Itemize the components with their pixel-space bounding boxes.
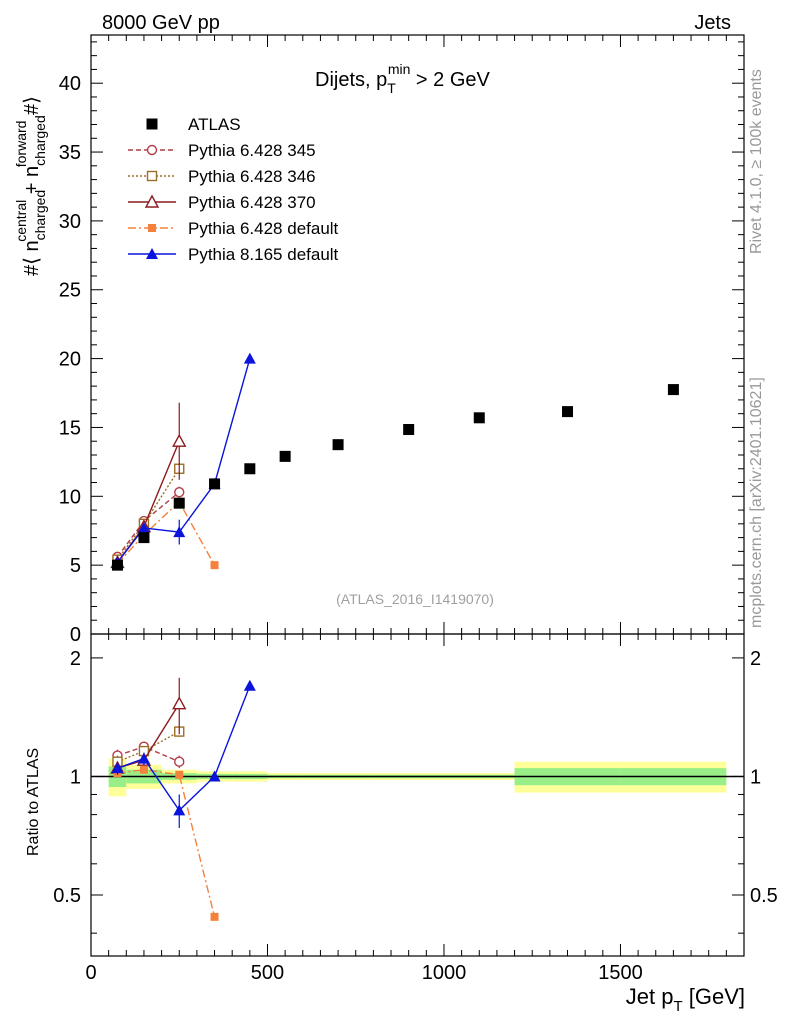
legend-marker: [146, 170, 158, 182]
series-line: [116, 440, 180, 563]
y-tick-label: 40: [59, 73, 81, 95]
data-point: [243, 352, 256, 364]
legend-item-pythia-6-428-345: Pythia 6.428 345: [128, 141, 316, 160]
x-axis-label: Jet pT [GeV]: [626, 984, 745, 1015]
atlas-data-point: [173, 497, 185, 509]
legend-marker: [146, 248, 158, 259]
atlas-data-point: [667, 384, 679, 396]
x-tick-label: 1500: [598, 962, 643, 984]
legend-label: Pythia 6.428 default: [188, 219, 339, 238]
ratio-panel-marks: [110, 677, 256, 921]
legend-label: Pythia 8.165 default: [188, 245, 339, 264]
legend: ATLAS Pythia 6.428 345 Pythia 6.428 346 Pyt…: [128, 115, 339, 264]
atlas-data-point: [138, 532, 150, 544]
y-tick-label: 20: [59, 349, 81, 371]
axes: 0 500 1000 1500 0 5 10 15 20 25 30 35 40 0.5 0.5 1 1 2 2: [53, 34, 778, 984]
series-pythia-6-428-default: [113, 497, 219, 570]
y-tick-label: 30: [59, 211, 81, 233]
analysis-watermark: (ATLAS_2016_I1419070): [336, 591, 494, 607]
y-tick-label: 25: [59, 280, 81, 302]
x-tick-label: 500: [251, 962, 284, 984]
ratio-point: [210, 912, 219, 921]
data-point: [137, 521, 150, 533]
main-y-axis-label: #⟨ nchargedcentral + nchargedforward #⟩: [13, 96, 48, 276]
legend-item-pythia-6-428-default: Pythia 6.428 default: [128, 219, 339, 238]
ratio-point: [174, 756, 185, 767]
ratio-series-pythia-6-428-default: [113, 765, 219, 921]
ratio-series-pythia-8-165-default: [111, 679, 256, 828]
x-tick-label: 0: [85, 962, 96, 984]
atlas-data-point: [244, 463, 256, 475]
ratio-uncertainty-bands: [91, 758, 744, 797]
mcplots-label: mcplots.cern.ch [arXiv:2401.10621]: [748, 377, 765, 628]
ratio-point: [243, 679, 256, 691]
legend-marker: [146, 144, 158, 156]
header-right: Jets: [694, 12, 731, 34]
ratio-point: [208, 770, 221, 782]
ratio-y-tick-label-right: 1: [750, 766, 761, 788]
ratio-point: [172, 696, 187, 710]
atlas-data-point: [209, 478, 221, 490]
atlas-data-point: [111, 559, 123, 571]
ratio-point: [139, 765, 148, 774]
legend-item-pythia-8-165-default: Pythia 8.165 default: [128, 245, 339, 264]
atlas-data-point: [562, 406, 574, 418]
data-point: [210, 561, 219, 570]
legend-item-atlas: ATLAS: [146, 115, 241, 134]
y-tick-label: 0: [70, 624, 81, 646]
ratio-y-tick-label-right: 2: [750, 648, 761, 670]
series-line: [116, 500, 216, 566]
legend-marker: [148, 224, 156, 232]
y-tick-label: 10: [59, 486, 81, 508]
legend-label: Pythia 6.428 345: [188, 141, 316, 160]
legend-item-pythia-6-428-346: Pythia 6.428 346: [128, 167, 316, 186]
legend-item-pythia-6-428-370: Pythia 6.428 370: [128, 193, 316, 212]
ratio-y-tick-label: 0.5: [53, 885, 81, 907]
data-point: [174, 486, 185, 498]
atlas-data-point: [473, 412, 485, 424]
legend-label: Pythia 6.428 346: [188, 167, 316, 186]
main-panel-marks: [110, 352, 679, 571]
y-tick-label: 35: [59, 142, 81, 164]
ratio-y-axis-label: Ratio to ATLAS: [25, 748, 42, 856]
ratio-point: [137, 752, 150, 764]
y-tick-label: 5: [70, 555, 81, 577]
series-atlas: [111, 384, 679, 571]
ratio-y-tick-label-right: 0.5: [750, 885, 778, 907]
ratio-panel-frame: [90, 633, 745, 957]
ratio-line: [117, 769, 216, 918]
data-point: [173, 526, 186, 538]
atlas-data-point: [403, 424, 415, 436]
atlas-data-point: [332, 439, 344, 451]
ratio-point: [173, 804, 186, 816]
y-tick-label: 15: [59, 417, 81, 439]
atlas-data-point: [279, 450, 291, 462]
rivet-label: Rivet 4.1.0, ≥ 100k events: [748, 69, 765, 254]
legend-label: Pythia 6.428 370: [188, 193, 316, 212]
plot-title: Dijets, pTmin > 2 GeV: [315, 61, 491, 96]
legend-marker: [144, 194, 160, 208]
header-left: 8000 GeV pp: [102, 12, 220, 34]
legend-marker: [146, 118, 158, 130]
x-tick-label: 1000: [422, 962, 467, 984]
legend-label: ATLAS: [188, 115, 241, 134]
ratio-point: [175, 770, 184, 779]
ratio-y-tick-label: 2: [70, 648, 81, 670]
data-point: [172, 433, 187, 447]
ratio-point: [111, 762, 124, 774]
ratio-y-tick-label: 1: [70, 766, 81, 788]
